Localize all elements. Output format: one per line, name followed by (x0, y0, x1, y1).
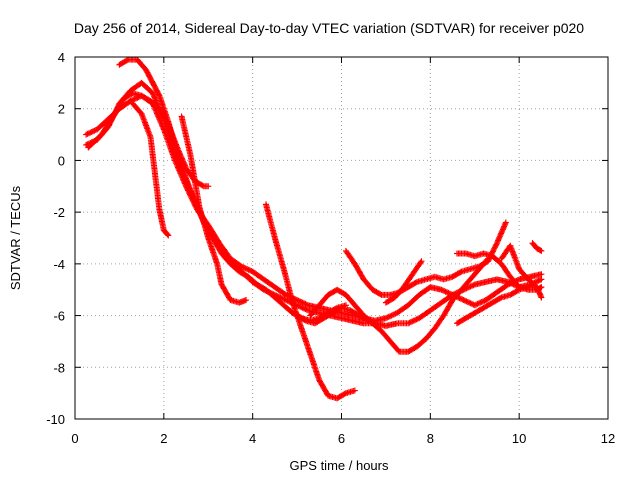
data-points (129, 100, 172, 239)
data-points (498, 242, 545, 301)
data-points (294, 304, 372, 327)
x-tick-label: 8 (427, 431, 434, 446)
x-tick-label: 10 (512, 431, 526, 446)
series-track-16 (294, 304, 372, 327)
series-track-5 (129, 100, 172, 239)
data-points (262, 201, 358, 402)
y-axis: -10 -8 -6 -4 -2 0 2 4 (46, 50, 608, 427)
data-points (178, 113, 250, 306)
y-tick-label: 0 (58, 153, 65, 168)
series-track-14 (498, 242, 545, 301)
y-tick-label: 2 (58, 102, 65, 117)
y-tick-label: -2 (53, 205, 65, 220)
series-track-13 (453, 250, 545, 293)
chart-title: Day 256 of 2014, Sidereal Day-to-day VTE… (74, 20, 584, 36)
y-tick-label: 4 (58, 50, 65, 65)
data-points (422, 255, 492, 342)
data-points (382, 258, 425, 306)
grid (75, 57, 608, 419)
y-tick-label: -4 (53, 257, 65, 272)
x-tick-label: 0 (71, 431, 78, 446)
data-points (453, 250, 545, 293)
x-tick-label: 4 (249, 431, 256, 446)
y-tick-label: -10 (46, 412, 65, 427)
y-tick-label: -6 (53, 309, 65, 324)
x-axis-label: GPS time / hours (290, 458, 389, 473)
series-track-6 (178, 113, 250, 306)
x-tick-label: 12 (601, 431, 615, 446)
series-track-10 (422, 255, 492, 342)
y-tick-label: -8 (53, 360, 65, 375)
data-points (529, 240, 545, 254)
y-axis-label: SDTVAR / TECUs (8, 185, 23, 290)
data-points (307, 286, 429, 355)
x-tick-label: 6 (338, 431, 345, 446)
x-axis: 0 2 4 6 8 10 12 (71, 57, 615, 446)
x-tick-label: 2 (160, 431, 167, 446)
series-track-15 (529, 240, 545, 254)
series-track-9 (307, 286, 429, 355)
data-marks (83, 56, 545, 402)
series-track-11 (382, 258, 425, 306)
series-track-7 (262, 201, 358, 402)
